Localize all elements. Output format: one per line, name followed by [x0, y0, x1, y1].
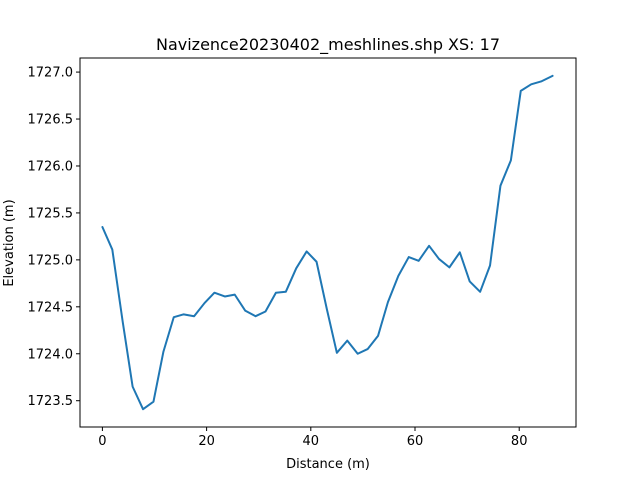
y-tick-label: 1725.5 — [28, 206, 74, 221]
y-axis: 1723.5 1724.0 1724.5 1725.0 1725.5 1726.0 1726… — [28, 66, 80, 409]
y-tick-label: 1726.0 — [28, 159, 74, 174]
x-tick-label: 80 — [511, 434, 528, 449]
y-tick-label: 1725.0 — [28, 253, 74, 268]
y-tick-label: 1727.0 — [28, 66, 74, 81]
x-axis-label: Distance (m) — [286, 457, 370, 472]
series-line — [101, 74, 554, 411]
y-tick-label: 1723.5 — [28, 394, 74, 409]
x-axis: 0 20 40 60 80 — [98, 427, 527, 449]
y-tick-label: 1726.5 — [28, 113, 74, 128]
y-tick-label: 1724.5 — [28, 300, 74, 315]
x-tick-label: 20 — [198, 434, 215, 449]
y-axis-label: Elevation (m) — [2, 199, 17, 286]
x-tick-label: 60 — [407, 434, 424, 449]
chart-title: Navizence20230402_meshlines.shp XS: 17 — [156, 35, 500, 55]
plot-frame — [79, 57, 577, 428]
x-tick-label: 0 — [98, 434, 106, 449]
x-tick-label: 40 — [303, 434, 320, 449]
y-tick-label: 1724.0 — [28, 347, 74, 362]
